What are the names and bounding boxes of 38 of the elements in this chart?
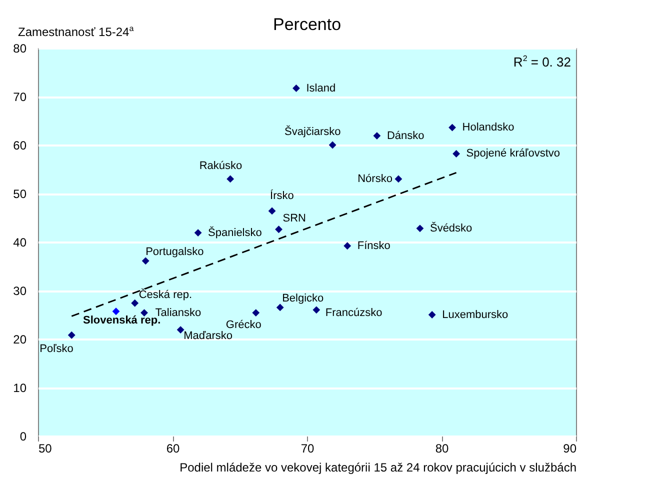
- annotation: Grécko: [226, 318, 262, 331]
- x-tick-label: 50: [38, 442, 52, 456]
- annotation: Portugalsko: [146, 246, 204, 258]
- annotation: Česká rep.: [138, 288, 192, 302]
- annotation: Island: [306, 82, 336, 94]
- y-tick-label: 10: [13, 381, 27, 395]
- x-tick-label: 60: [166, 442, 180, 456]
- x-tick-label: 80: [435, 442, 449, 456]
- annotation: Rakúsko: [199, 160, 242, 172]
- annotation: Poľsko: [40, 343, 74, 356]
- annotation: Írsko: [270, 188, 294, 202]
- annotation: Luxembursko: [442, 308, 508, 321]
- annotation: Belgicko: [282, 292, 324, 304]
- y-tick-label: 40: [13, 236, 27, 250]
- y-tick-label: 20: [13, 332, 27, 346]
- annotation: Maďarsko: [184, 330, 233, 342]
- y-tick-label: 70: [13, 90, 27, 104]
- annotation: Holandsko: [462, 122, 514, 134]
- annotation: Švajčiarsko: [284, 125, 341, 138]
- x-tick-label: 70: [300, 442, 314, 456]
- chart-title: Percento: [272, 15, 342, 34]
- x-axis-title: Podiel mládeže vo vekovej kategórii 15 až 24 rokov pracujúcich v službách: [180, 460, 576, 474]
- annotation: R$^{2}$ = 0. 32: [513, 54, 571, 70]
- y-tick-label: 60: [13, 138, 27, 152]
- annotation: Spojené kráľovstvo: [466, 148, 560, 160]
- annotation: Nórsko: [358, 172, 392, 185]
- annotation: Španielsko: [208, 226, 262, 239]
- annotation: Švédsko: [430, 221, 472, 234]
- annotation: SRN: [282, 212, 306, 224]
- x-tick-label: 90: [563, 442, 577, 456]
- y-axis-title: Zamestnanosť 15-24$^{a}$: [18, 24, 134, 39]
- y-tick-label: 0: [20, 430, 27, 444]
- annotation: Dánsko: [386, 130, 424, 142]
- y-tick-label: 30: [13, 284, 27, 298]
- y-tick-label: 50: [13, 187, 27, 201]
- annotation: Francúzsko: [325, 306, 382, 319]
- y-tick-label: 80: [13, 42, 27, 56]
- annotation: Fínsko: [357, 240, 390, 252]
